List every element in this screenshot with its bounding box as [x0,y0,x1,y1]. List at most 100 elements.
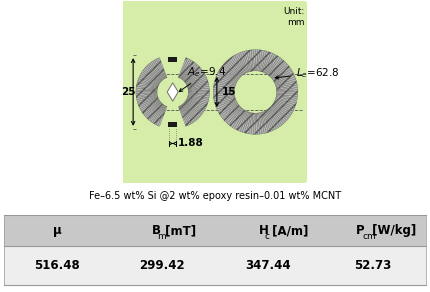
Wedge shape [276,85,298,90]
Wedge shape [266,110,279,128]
Wedge shape [138,79,158,87]
Wedge shape [215,79,235,86]
Wedge shape [258,50,262,71]
Wedge shape [148,63,163,80]
Wedge shape [272,105,290,119]
Wedge shape [186,74,206,85]
Wedge shape [251,113,255,134]
Wedge shape [141,72,160,84]
Wedge shape [188,84,209,90]
Wedge shape [188,86,209,90]
Wedge shape [214,95,235,101]
Wedge shape [262,112,270,132]
Wedge shape [221,65,239,79]
Wedge shape [274,100,294,111]
Text: [A/m]: [A/m] [268,224,308,237]
Wedge shape [145,66,162,81]
Wedge shape [140,74,159,85]
Wedge shape [136,94,157,100]
Text: P: P [356,224,365,237]
Wedge shape [230,56,244,75]
Wedge shape [276,96,297,103]
Wedge shape [251,50,255,71]
Wedge shape [178,106,187,126]
Wedge shape [137,81,158,88]
Wedge shape [229,58,243,76]
Wedge shape [214,83,235,89]
Wedge shape [188,95,209,102]
Wedge shape [238,111,248,131]
Text: 347.44: 347.44 [245,259,291,272]
Text: [W/kg]: [W/kg] [368,224,416,237]
Wedge shape [137,95,157,102]
Wedge shape [264,53,275,73]
Wedge shape [141,100,160,112]
Wedge shape [269,59,284,76]
Wedge shape [215,98,235,105]
Wedge shape [219,102,238,115]
Text: 52.73: 52.73 [354,259,392,272]
Wedge shape [262,52,270,72]
Wedge shape [268,108,282,126]
Wedge shape [185,70,203,84]
Wedge shape [182,104,197,121]
Wedge shape [270,62,287,78]
Wedge shape [221,105,239,119]
Wedge shape [257,50,260,71]
Wedge shape [238,53,248,73]
Wedge shape [181,61,194,79]
FancyBboxPatch shape [4,246,426,285]
Wedge shape [139,75,159,86]
Wedge shape [187,98,207,107]
Wedge shape [148,104,163,121]
Wedge shape [137,96,158,103]
Wedge shape [188,82,209,89]
Wedge shape [276,95,297,101]
Wedge shape [223,105,240,120]
Wedge shape [218,102,237,113]
Wedge shape [273,102,292,115]
Wedge shape [230,109,244,128]
Wedge shape [187,96,208,103]
Wedge shape [267,109,280,128]
Wedge shape [247,113,252,134]
Wedge shape [143,101,160,115]
Wedge shape [178,58,187,78]
Wedge shape [185,101,203,115]
Wedge shape [182,62,196,80]
Wedge shape [213,93,234,96]
Wedge shape [226,107,241,124]
Text: cm: cm [362,232,376,241]
Wedge shape [276,81,297,88]
Wedge shape [276,90,298,92]
Wedge shape [265,110,276,130]
Wedge shape [187,98,206,109]
Wedge shape [136,93,157,96]
Wedge shape [188,88,209,91]
Wedge shape [186,72,205,84]
Wedge shape [136,90,157,92]
Wedge shape [243,112,250,133]
Wedge shape [140,99,159,110]
Wedge shape [179,58,189,78]
Wedge shape [234,54,246,74]
Wedge shape [249,113,253,134]
Wedge shape [213,85,235,90]
Wedge shape [266,55,279,74]
Wedge shape [143,69,160,83]
Wedge shape [158,106,167,126]
Wedge shape [274,71,293,82]
Wedge shape [187,77,207,86]
Wedge shape [213,92,234,94]
Wedge shape [259,50,264,71]
Wedge shape [216,100,236,109]
Wedge shape [270,107,286,124]
Text: Unit:
mm: Unit: mm [283,7,304,27]
Wedge shape [276,98,296,105]
Wedge shape [186,99,206,110]
Wedge shape [263,111,273,131]
Wedge shape [249,50,253,71]
Wedge shape [183,65,199,81]
Wedge shape [276,79,296,86]
Text: $L_e$=62.8: $L_e$=62.8 [275,66,339,80]
